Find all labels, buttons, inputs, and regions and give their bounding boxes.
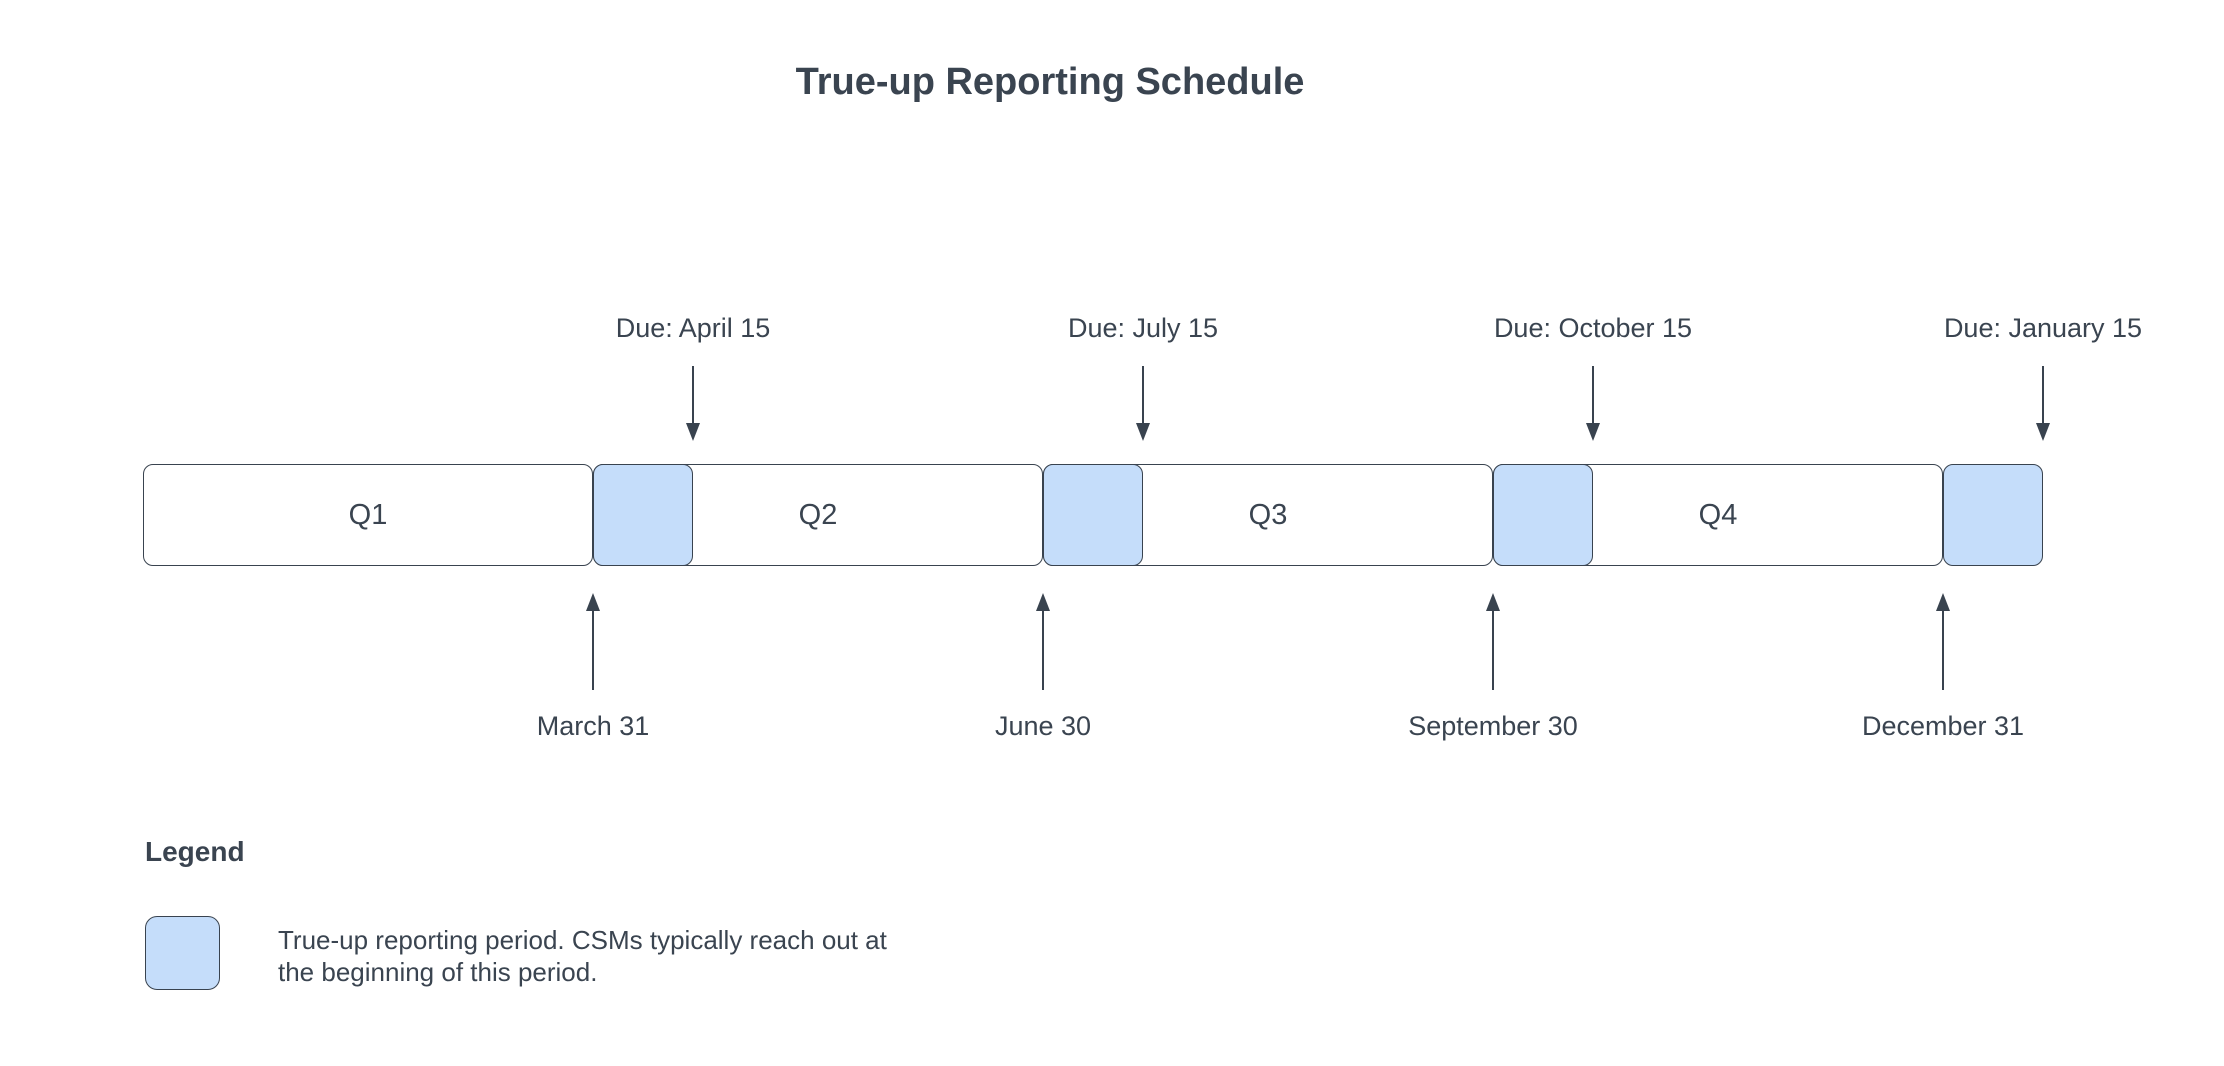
quarter-box-q1: Q1: [143, 464, 593, 566]
arrow-line: [1942, 610, 1944, 690]
trueup-period-box-q4: [1943, 464, 2043, 566]
arrow-line: [692, 366, 694, 423]
arrow-head: [586, 593, 600, 611]
legend-description-line2: the beginning of this period.: [278, 957, 598, 987]
arrow-head: [1586, 423, 1600, 441]
arrow-line: [592, 610, 594, 690]
arrow-line: [1042, 610, 1044, 690]
arrow-head: [1936, 593, 1950, 611]
quarter-label: Q1: [348, 498, 388, 531]
arrow-head: [1136, 423, 1150, 441]
due-date-label-q3: Due: October 15: [1493, 313, 1693, 343]
arrow-head: [686, 423, 700, 441]
trueup-period-box-q3: [1493, 464, 1593, 566]
trueup-period-box-q1: [593, 464, 693, 566]
legend-description: True-up reporting period. CSMs typically…: [278, 924, 887, 988]
arrow-line: [1142, 366, 1144, 423]
legend-swatch-trueup-period: [145, 916, 220, 990]
arrow-up-icon: [1035, 593, 1051, 690]
quarter-label: Q3: [1248, 498, 1288, 531]
arrow-up-icon: [1935, 593, 1951, 690]
arrow-head: [2036, 423, 2050, 441]
trueup-period-box-q2: [1043, 464, 1143, 566]
arrow-head: [1036, 593, 1050, 611]
due-date-label-q1: Due: April 15: [615, 313, 771, 343]
arrow-up-icon: [1485, 593, 1501, 690]
quarter-end-label-q3: September 30: [1408, 711, 1578, 741]
page-title: True-up Reporting Schedule: [795, 61, 1305, 103]
arrow-down-icon: [2035, 366, 2051, 441]
due-date-label-q4: Due: January 15: [1943, 313, 2143, 343]
quarter-end-label-q2: June 30: [994, 711, 1092, 741]
arrow-line: [1492, 610, 1494, 690]
arrow-down-icon: [1135, 366, 1151, 441]
quarter-label: Q2: [798, 498, 838, 531]
arrow-line: [2042, 366, 2044, 423]
quarter-end-label-q4: December 31: [1861, 711, 2025, 741]
arrow-head: [1486, 593, 1500, 611]
arrow-down-icon: [685, 366, 701, 441]
legend-heading: Legend: [145, 836, 245, 867]
due-date-label-q2: Due: July 15: [1067, 313, 1219, 343]
arrow-down-icon: [1585, 366, 1601, 441]
arrow-up-icon: [585, 593, 601, 690]
arrow-line: [1592, 366, 1594, 423]
quarter-label: Q4: [1698, 498, 1738, 531]
quarter-end-label-q1: March 31: [536, 711, 650, 741]
legend-description-line1: True-up reporting period. CSMs typically…: [278, 925, 887, 955]
